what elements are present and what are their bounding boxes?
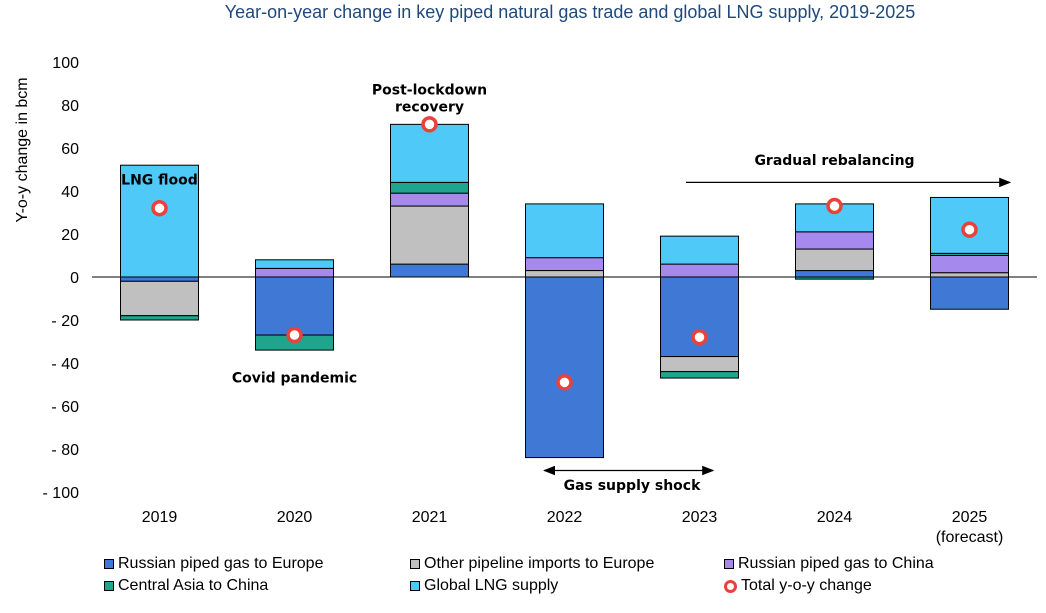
total-marker [286, 326, 303, 344]
legend-swatch [724, 559, 734, 569]
y-tick-label: - 100 [43, 485, 80, 502]
y-tick-label: 80 [61, 98, 79, 115]
x-tick-label: 2025 [952, 509, 988, 526]
bar-segment [390, 192, 469, 207]
y-axis-label: Y-o-y change in bcm [14, 77, 31, 222]
legend-item: Global LNG supply [410, 575, 558, 597]
legend-item: Russian piped gas to China [724, 553, 934, 575]
total-marker [826, 197, 843, 215]
total-marker [421, 116, 438, 133]
x-tick-label: 2020 [277, 509, 313, 526]
bar-segment [660, 371, 739, 379]
legend-swatch [104, 559, 114, 569]
legend-label: Other pipeline imports to Europe [424, 555, 655, 572]
bar-segment [795, 270, 874, 278]
y-tick-label: 20 [61, 227, 79, 244]
bar-segment [390, 181, 469, 194]
y-tick-label: 60 [61, 141, 79, 158]
x-tick-label: 2019 [142, 509, 178, 526]
legend-label: Russian piped gas to Europe [118, 555, 324, 572]
legend-item: Total y-o-y change [724, 575, 872, 597]
bar-segment [390, 205, 469, 265]
bar-segment [525, 257, 604, 272]
legend-item: Other pipeline imports to Europe [410, 553, 654, 575]
legend-label: Total y-o-y change [741, 577, 872, 594]
bar-segment [930, 276, 1009, 310]
x-tick-label: 2022 [547, 509, 583, 526]
bar-segment [795, 248, 874, 272]
annotation-label: LNG flood [121, 173, 198, 189]
bar-segment [525, 203, 604, 259]
annotation-label: Covid pandemic [232, 370, 357, 386]
bar-segment [120, 276, 199, 282]
bar-segment [255, 276, 334, 336]
bar-segment [795, 231, 874, 250]
annotation-label: recovery [395, 99, 464, 115]
y-tick-label: 100 [52, 55, 79, 72]
legend-item: Central Asia to China [104, 575, 268, 597]
y-tick-label: - 20 [51, 313, 79, 330]
y-tick-label: 40 [61, 184, 79, 201]
bar-segment [255, 267, 334, 278]
x-tick-label: (forecast) [936, 529, 1004, 546]
legend-item: Russian piped gas to Europe [104, 553, 323, 575]
bar-segment [930, 272, 1009, 278]
bar-segment [120, 164, 199, 278]
y-tick-label: 0 [70, 270, 79, 287]
bar-segment [120, 315, 199, 321]
bar-segment [120, 280, 199, 317]
annotation-label: Gradual rebalancing [754, 153, 914, 169]
legend-swatch [104, 581, 114, 591]
x-tick-label: 2024 [817, 509, 853, 526]
total-marker [556, 374, 573, 391]
legend-label: Central Asia to China [118, 577, 269, 594]
legend-label: Russian piped gas to China [738, 555, 934, 572]
legend: Russian piped gas to Europe Other pipelin… [104, 553, 1004, 597]
chart-title: Year-on-year change in key piped natural… [224, 2, 916, 22]
legend-swatch [410, 581, 420, 591]
bar-segment [525, 270, 604, 278]
x-tick-label: 2023 [682, 509, 718, 526]
annotation-label: Gas supply shock [564, 478, 702, 494]
total-marker [691, 328, 708, 346]
bar-segment [660, 263, 739, 278]
bar-segment [390, 123, 469, 183]
total-marker [961, 221, 978, 238]
bar-segment [390, 263, 469, 278]
bar-segment [660, 235, 739, 265]
bar-segment [930, 255, 1009, 274]
legend-marker-icon [724, 579, 737, 593]
bar-segment [660, 356, 739, 373]
annotation-label: Post-lockdown [372, 82, 487, 98]
bar-segment [255, 259, 334, 269]
y-tick-label: - 40 [51, 356, 79, 373]
legend-label: Global LNG supply [424, 577, 559, 594]
y-tick-label: - 60 [51, 399, 79, 416]
bar-segment [525, 276, 604, 459]
x-tick-label: 2021 [412, 509, 448, 526]
total-marker [151, 199, 168, 217]
y-tick-label: - 80 [51, 442, 79, 459]
legend-swatch [410, 559, 420, 569]
